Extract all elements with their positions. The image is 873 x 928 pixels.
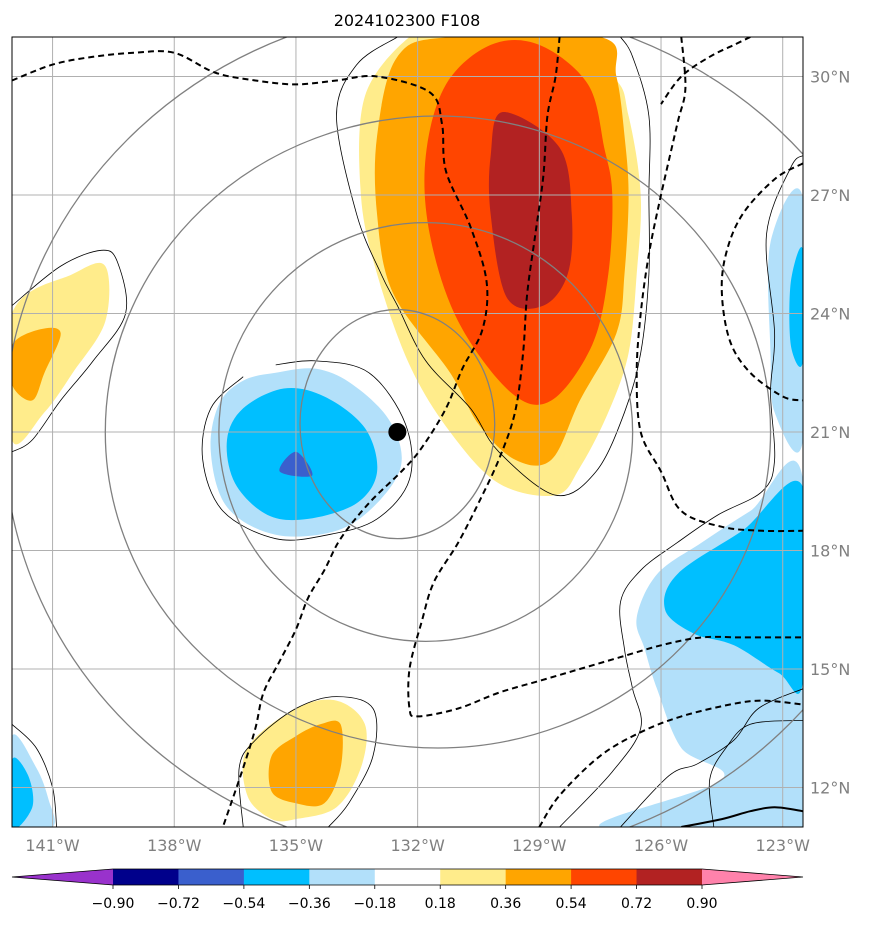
chart-title: 2024102300 F108 [334, 11, 481, 30]
colorbar-tick-label: 0.90 [686, 896, 717, 912]
thin-contour-7 [708, 720, 803, 827]
colorbar-segment [636, 869, 703, 885]
center-marker-group [388, 423, 407, 441]
filled-region-14 [789, 247, 803, 367]
colorbar-tick-label: 0.18 [425, 896, 456, 912]
gray-contour-0 [299, 308, 496, 540]
colorbar-tick-label: 0.72 [621, 896, 652, 912]
lon-tick-label: 141°W [25, 836, 80, 855]
lat-tick-label: 27°N [810, 186, 850, 205]
lat-tick-label: 15°N [810, 660, 850, 679]
colorbar-segment [571, 869, 638, 885]
filled-region-16 [12, 757, 34, 827]
colorbar-tick-label: −0.36 [288, 896, 331, 912]
colorbar-tick-label: −0.90 [92, 896, 135, 912]
colorbar-segment [113, 869, 179, 885]
latitude-labels: 12°N 15°N 18°N 21°N 24°N 27°N 30°N [810, 68, 850, 798]
filled-region-12 [664, 480, 803, 694]
filled-region-8 [12, 327, 61, 401]
thin-contour-4 [12, 724, 57, 827]
colorbar: −0.90 −0.72 −0.54 −0.36 −0.18 0.18 0.36 0.54 0.7… [11, 868, 804, 912]
colorbar-tick-label: −0.72 [157, 896, 200, 912]
gray-contour-2 [104, 115, 772, 749]
lon-tick-label: 123°W [756, 836, 811, 855]
center-marker [388, 423, 407, 441]
coastline-line [681, 806, 803, 827]
lat-tick-label: 21°N [810, 423, 850, 442]
lat-tick-label: 18°N [810, 542, 850, 561]
colorbar-extend-max [702, 869, 803, 885]
lon-tick-label: 138°W [147, 836, 202, 855]
lon-tick-label: 132°W [390, 836, 445, 855]
filled-region-5 [226, 387, 378, 521]
dashed-contour-lines [12, 37, 803, 827]
gray-contour-lines [12, 37, 803, 827]
colorbar-segment [309, 869, 376, 885]
map-frame [11, 36, 804, 828]
filled-contours [12, 37, 803, 827]
colorbar-segment [440, 869, 507, 885]
lat-tick-label: 12°N [810, 779, 850, 798]
lat-tick-label: 30°N [810, 68, 850, 87]
filled-region-3 [488, 111, 573, 309]
colorbar-segment [505, 869, 572, 885]
colorbar-tick-label: 0.36 [490, 896, 521, 912]
dashed-contour-1 [407, 37, 803, 718]
colorbar-tick-label: −0.18 [353, 896, 396, 912]
gray-contour-1 [218, 221, 634, 643]
dashed-contour-3 [538, 699, 803, 827]
longitude-labels: 141°W 138°W 135°W 132°W 129°W 126°W 123°W [25, 836, 810, 855]
filled-region-7 [12, 262, 110, 445]
gridlines [12, 37, 803, 827]
colorbar-tick-label: −0.54 [222, 896, 265, 912]
thin-contour-5 [620, 688, 803, 827]
lon-tick-label: 135°W [269, 836, 324, 855]
lon-tick-label: 129°W [512, 836, 567, 855]
colorbar-segment [243, 869, 310, 885]
lon-tick-label: 126°W [634, 836, 689, 855]
colorbar-segment [374, 869, 441, 885]
dashed-contour-4 [660, 37, 751, 105]
filled-region-13 [767, 188, 803, 453]
colorbar-tick-label: 0.54 [556, 896, 587, 912]
colorbar-segment [178, 869, 245, 885]
map-area [12, 37, 803, 827]
coastline [681, 806, 803, 827]
colorbar-extend-min [12, 869, 113, 885]
dashed-contour-5 [720, 162, 803, 402]
thin-contour-6 [559, 155, 803, 827]
filled-region-10 [268, 720, 343, 807]
thin-contour-3 [238, 696, 378, 827]
lat-tick-label: 24°N [810, 305, 850, 324]
dashed-contour-2 [635, 37, 803, 533]
